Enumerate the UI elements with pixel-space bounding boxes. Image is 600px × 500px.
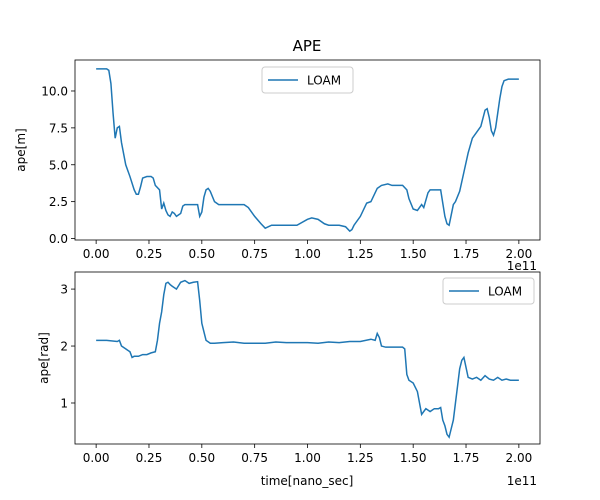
- x-tick-label: 0.25: [136, 247, 163, 261]
- x-tick-label: 0.25: [136, 451, 163, 465]
- y-tick-label: 1: [60, 396, 68, 410]
- legend: LOAM: [261, 66, 354, 94]
- ape-position-plot: APE 0.00 0.25 0.50 0.75 1.00 1.25 1.50 1.75 2.00…: [14, 37, 541, 273]
- x-tick-label: 0.75: [241, 451, 268, 465]
- x-tick-label: 1.00: [294, 247, 321, 261]
- x-offset-label: 1e11: [507, 259, 537, 273]
- x-tick-label: 1.75: [453, 247, 480, 261]
- y-tick-label: 7.5: [49, 121, 68, 135]
- x-tick-label: 1.00: [294, 451, 321, 465]
- chart-title: APE: [293, 37, 322, 55]
- y-tick-label: 2.5: [49, 195, 68, 209]
- legend-label-loam: LOAM: [488, 285, 522, 299]
- x-tick-label: 2.00: [506, 451, 533, 465]
- y-tick-label: 5.0: [49, 158, 68, 172]
- x-tick-label: 0.50: [188, 247, 215, 261]
- x-tick-label: 0.00: [83, 451, 110, 465]
- x-tick-label: 1.75: [453, 451, 480, 465]
- legend-label-loam: LOAM: [307, 74, 341, 88]
- y-tick-label: 3: [60, 283, 68, 297]
- x-axis-label: time[nano_sec]: [261, 474, 354, 488]
- legend: LOAM: [442, 277, 535, 305]
- legend-frame: [261, 66, 354, 94]
- y-axis-label: ape[rad]: [37, 332, 51, 384]
- y-axis-label: ape[m]: [14, 128, 28, 171]
- ape-rotation-plot: 0.00 0.25 0.50 0.75 1.00 1.25 1.50 1.75 2.00 1 2 3…: [37, 271, 541, 488]
- x-tick-label: 2.00: [506, 247, 533, 261]
- y-tick-group: 1 2 3: [60, 283, 75, 410]
- x-tick-label: 1.50: [400, 451, 427, 465]
- series-line-loam: [96, 68, 519, 233]
- x-tick-label: 0.50: [188, 451, 215, 465]
- x-tick-label: 0.75: [241, 247, 268, 261]
- y-tick-label: 2: [60, 340, 68, 354]
- x-tick-label: 0.00: [83, 247, 110, 261]
- y-tick-group: 0.0 2.5 5.0 7.5 10.0: [41, 84, 75, 246]
- x-tick-group: 0.00 0.25 0.50 0.75 1.00 1.25 1.50 1.75 2.00: [83, 444, 532, 465]
- legend-frame: [442, 277, 535, 305]
- x-tick-label: 1.50: [400, 247, 427, 261]
- y-tick-label: 0.0: [49, 232, 68, 246]
- x-tick-label: 1.25: [347, 247, 374, 261]
- y-tick-label: 10.0: [41, 84, 68, 98]
- x-tick-group: 0.00 0.25 0.50 0.75 1.00 1.25 1.50 1.75 2.00: [83, 240, 532, 261]
- x-offset-label: 1e11: [507, 474, 537, 488]
- x-tick-label: 1.25: [347, 451, 374, 465]
- series-line-loam: [96, 279, 519, 439]
